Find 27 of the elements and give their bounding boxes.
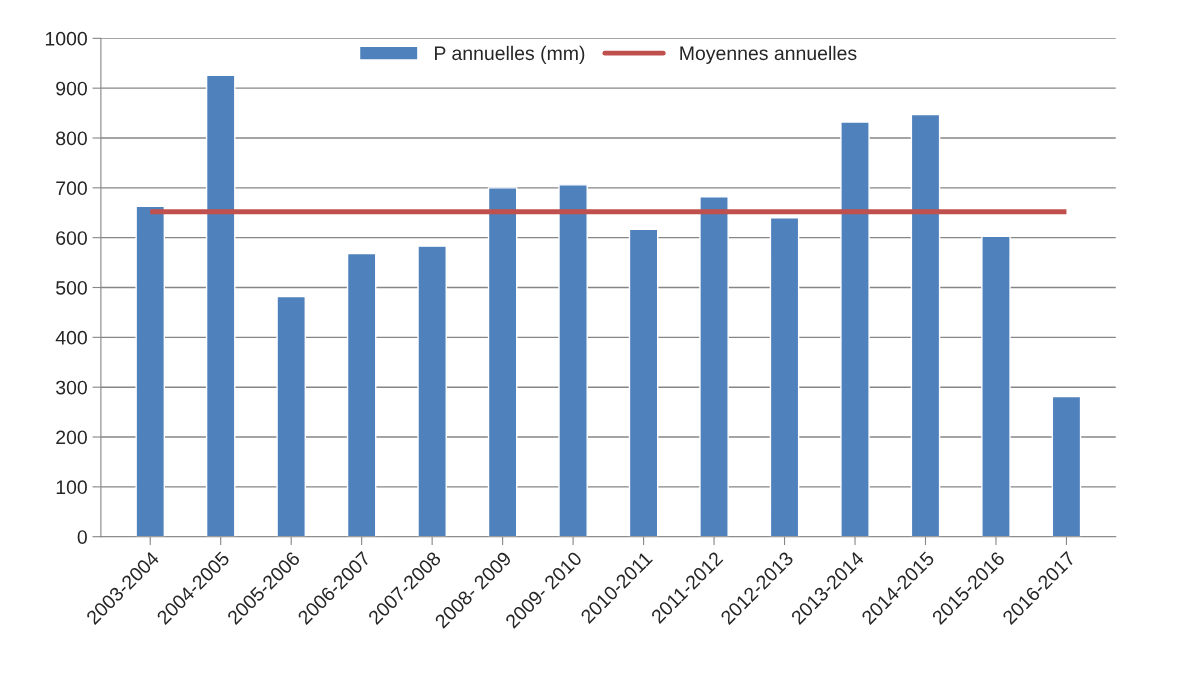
- bar: [910, 113, 941, 537]
- bar: [699, 196, 729, 537]
- y-tick-label: 400: [55, 330, 87, 345]
- bar: [417, 245, 447, 537]
- bar: [1051, 395, 1082, 537]
- y-tick-label: 900: [56, 81, 87, 96]
- bar: [769, 217, 800, 537]
- y-tick-label: 500: [56, 280, 87, 295]
- bar: [558, 184, 588, 537]
- bar: [346, 252, 377, 537]
- bar: [487, 187, 518, 537]
- y-tick-label: 0: [77, 530, 87, 544]
- y-tick-label: 700: [56, 181, 87, 196]
- y-tick-label: 600: [56, 231, 87, 245]
- legend-label: P annuelles (mm): [435, 45, 585, 64]
- bar: [628, 228, 659, 537]
- legend-label: Moyennes annuelles: [680, 45, 857, 64]
- bar: [981, 235, 1011, 537]
- y-tick-label: 200: [56, 430, 87, 445]
- bar: [135, 205, 166, 537]
- y-tick-label: 300: [56, 380, 87, 395]
- y-tick-label: 800: [56, 131, 87, 146]
- y-tick-label: 1000: [45, 31, 87, 46]
- bar: [276, 295, 306, 537]
- bar: [205, 74, 236, 537]
- bar: [840, 121, 870, 537]
- y-tick-label: 100: [56, 480, 87, 495]
